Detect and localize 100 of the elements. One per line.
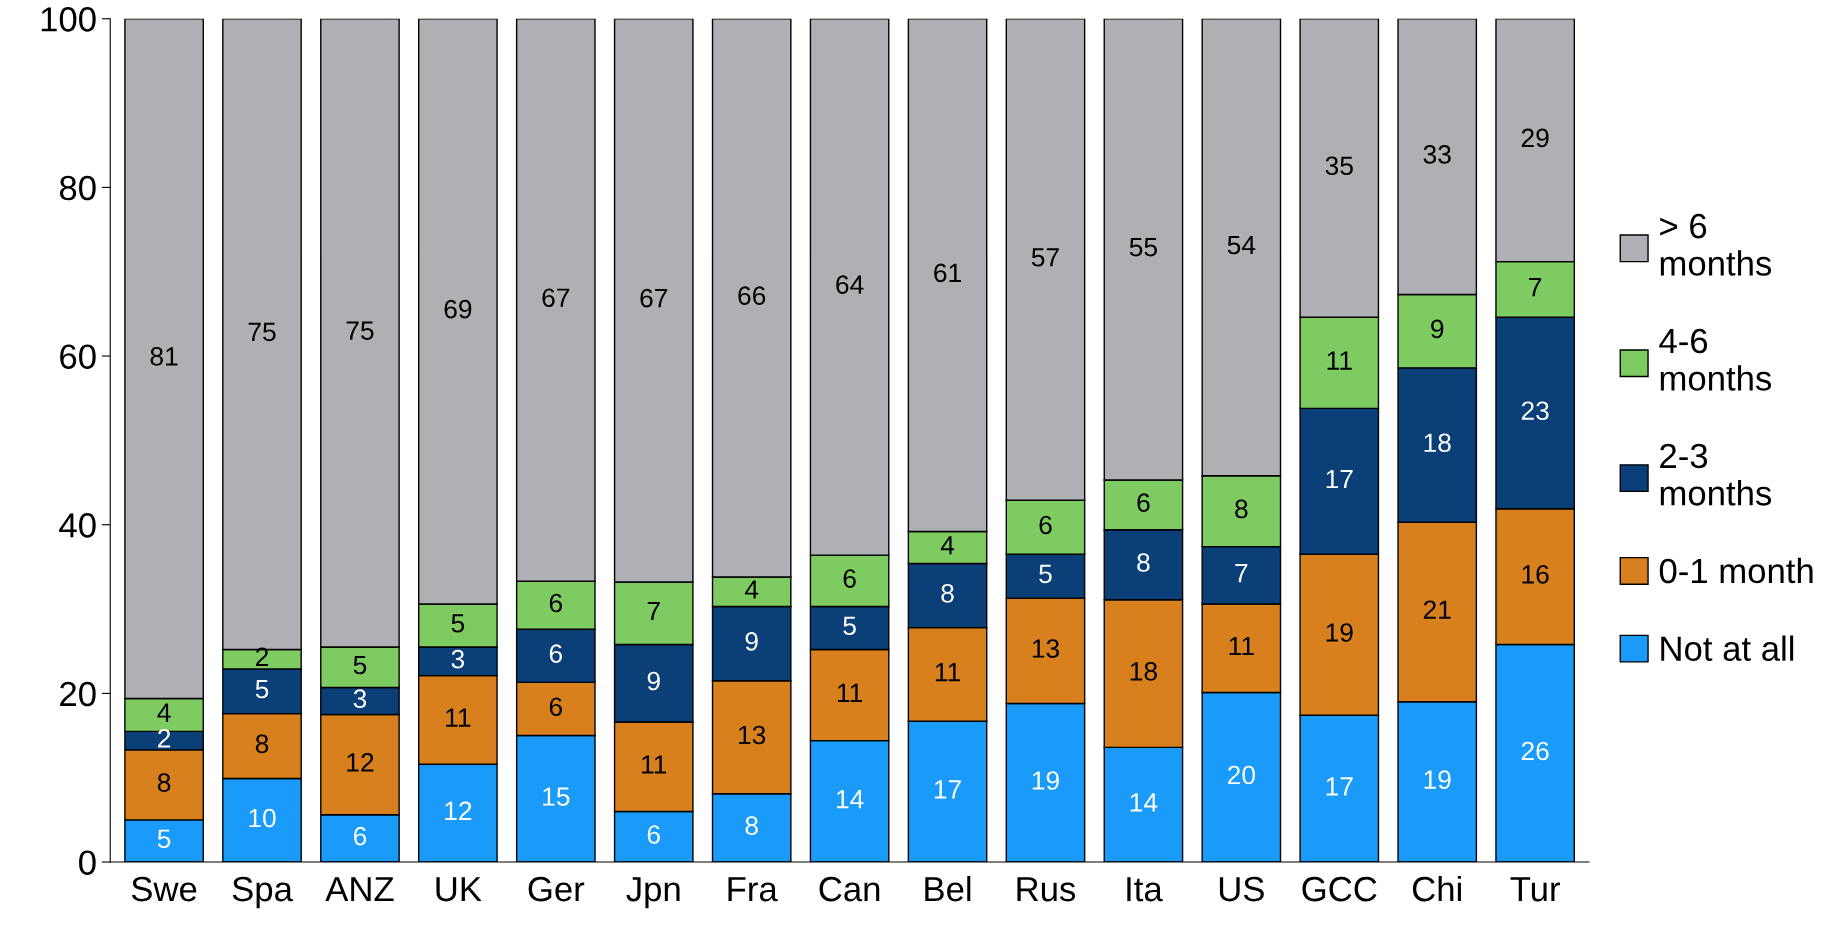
data-label: 61	[934, 263, 961, 283]
data-label: 8	[157, 773, 171, 792]
data-label: 57	[1031, 248, 1059, 267]
data-label: 7	[1235, 563, 1248, 583]
data-label: 5	[843, 616, 856, 636]
data-label: 55	[1129, 238, 1157, 257]
data-label: 3	[353, 689, 367, 709]
data-label: 20	[1228, 765, 1255, 785]
data-label: 11	[1229, 636, 1254, 656]
data-label: 6	[353, 826, 367, 846]
x-tick-label: Fra	[728, 877, 778, 902]
data-label: 19	[1032, 771, 1059, 790]
data-label: 5	[451, 614, 465, 633]
data-label: 3	[451, 649, 465, 669]
data-label: 19	[1326, 623, 1353, 642]
data-label: 18	[1130, 661, 1157, 681]
data-label: 12	[445, 801, 472, 820]
data-label: 8	[255, 734, 269, 754]
data-label: 33	[1423, 145, 1451, 164]
y-tick-label: 100	[41, 7, 96, 32]
data-label: 13	[739, 725, 766, 745]
data-label: 6	[1137, 493, 1150, 512]
data-label: 67	[640, 288, 668, 308]
y-tick-label: 20	[60, 681, 96, 707]
x-tick-label: Swe	[131, 876, 197, 902]
data-label: 29	[1521, 128, 1549, 148]
x-tick-label: ANZ	[325, 877, 394, 902]
data-label: 6	[549, 697, 562, 717]
x-tick-label: Jpn	[626, 877, 680, 909]
x-tick-label: Rus	[1017, 877, 1076, 902]
data-label: 66	[738, 286, 766, 305]
data-label: 15	[543, 787, 570, 806]
data-label: 81	[150, 346, 178, 366]
data-label: 6	[1039, 515, 1052, 535]
data-label: 6	[549, 593, 562, 613]
x-tick-label: GCC	[1302, 876, 1377, 902]
data-label: 9	[745, 632, 758, 651]
data-label: 10	[249, 808, 276, 828]
x-tick-label: Tur	[1510, 877, 1560, 902]
data-label: 13	[1032, 639, 1059, 658]
legend-label: 4-6 months	[1659, 328, 1772, 391]
data-label: 12	[347, 753, 374, 772]
data-label: 6	[549, 644, 562, 663]
data-label: 4	[157, 703, 171, 722]
data-label: 26	[1521, 741, 1549, 761]
data-label: 11	[642, 755, 667, 774]
x-tick-label: US	[1219, 876, 1264, 902]
x-tick-label: Bel	[925, 875, 971, 902]
data-label: 11	[446, 708, 471, 727]
legend-label: 0-1 month	[1659, 557, 1813, 584]
data-label: 6	[647, 825, 660, 844]
data-label: 14	[1130, 793, 1158, 812]
data-label: 69	[444, 299, 472, 319]
data-label: 75	[248, 322, 276, 342]
data-label: 5	[1039, 564, 1052, 584]
data-label: 6	[843, 569, 856, 588]
data-label: 11	[935, 663, 960, 682]
x-tick-label: Can	[819, 876, 880, 902]
data-label: 4	[744, 580, 759, 599]
data-label: 11	[1327, 351, 1352, 370]
x-tick-label: Ita	[1127, 877, 1163, 902]
data-label: 8	[1235, 499, 1248, 519]
data-label: 8	[745, 816, 758, 835]
x-tick-label: UK	[436, 877, 482, 902]
data-label: 64	[836, 275, 864, 294]
legend-label: > 6 months	[1660, 213, 1772, 276]
data-label: 5	[353, 655, 367, 675]
y-tick-label: 60	[60, 344, 96, 369]
y-tick-label: 80	[59, 175, 96, 201]
data-label: 19	[1424, 770, 1451, 790]
x-tick-label: Chi	[1412, 875, 1461, 902]
data-label: 17	[1326, 469, 1353, 489]
data-label: 16	[1522, 564, 1549, 584]
data-label: 5	[157, 829, 171, 849]
data-label: 2	[158, 729, 171, 748]
data-label: 54	[1227, 235, 1256, 255]
data-label: 35	[1325, 156, 1353, 176]
y-tick-label: 0	[79, 850, 96, 875]
data-label: 9	[1431, 319, 1444, 339]
data-label: 23	[1521, 401, 1549, 421]
data-label: 8	[941, 583, 954, 603]
x-tick-label: Spa	[232, 876, 293, 909]
data-label: 7	[647, 601, 660, 621]
legend-label: 2-3 months	[1660, 443, 1772, 506]
data-label: 5	[255, 679, 269, 699]
data-label: 75	[346, 321, 374, 340]
data-label: 18	[1424, 433, 1451, 453]
data-label: 7	[1529, 278, 1542, 297]
data-label: 67	[542, 288, 570, 308]
x-tick-label: Ger	[528, 876, 585, 902]
y-tick-label: 40	[59, 513, 96, 538]
data-label: 21	[1423, 600, 1451, 619]
data-label: 4	[940, 536, 955, 555]
legend-label: Not at all	[1661, 635, 1794, 662]
data-label: 9	[647, 671, 660, 691]
data-label: 8	[1137, 553, 1150, 572]
data-label: 14	[836, 789, 864, 809]
data-label: 17	[1326, 777, 1353, 796]
data-label: 11	[837, 683, 863, 702]
data-label: 17	[934, 780, 961, 799]
